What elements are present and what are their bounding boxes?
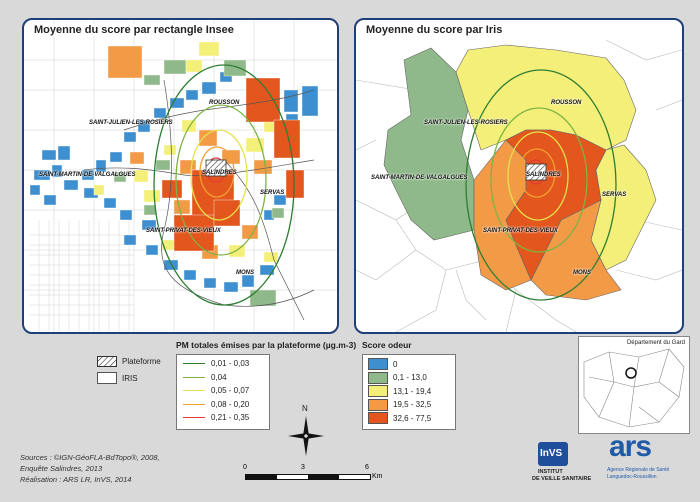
label-mons-left: MONS — [236, 270, 254, 276]
legend-pm-item: 0,21 - 0,35 — [183, 413, 249, 422]
legend-score-item: 0 — [368, 358, 397, 370]
scale-bar: 0 3 6 Km — [240, 464, 390, 486]
plateforme-swatch — [97, 356, 117, 367]
legend-score-swatch — [368, 412, 388, 424]
label-salindres-left: SALINDRES — [202, 170, 237, 176]
label-salindres-right: SALINDRES — [526, 172, 561, 178]
legend-pm-item: 0,05 - 0,07 — [183, 386, 249, 395]
sources-line3: Réalisation : ARS LR, InVS, 2014 — [20, 475, 132, 484]
legend-score-label: 32,6 - 77,5 — [393, 413, 432, 423]
scale-t0: 0 — [243, 464, 247, 471]
legend-pm-line — [183, 417, 205, 418]
legend-pm-label: 0,08 - 0,20 — [211, 399, 250, 409]
inset-location-marker — [625, 367, 637, 379]
label-servas-left: SERVAS — [260, 190, 285, 196]
legend-plateforme-label: Plateforme — [122, 357, 161, 366]
invs-logo-sub1: INSTITUT — [538, 469, 563, 475]
label-saint-julien-right: SAINT-JULIEN-LES-ROSIERS — [424, 120, 508, 126]
left-map-svg — [24, 20, 337, 332]
legend-pm-item: 0,01 - 0,03 — [183, 359, 249, 368]
legend-score-label: 13,1 - 19,4 — [393, 386, 432, 396]
scale-t2: 6 — [365, 464, 369, 471]
legend-score-item: 32,6 - 77,5 — [368, 412, 431, 424]
right-map-svg — [356, 39, 682, 332]
label-saint-martin-right: SAINT-MARTIN-DE-VALGALGUES — [371, 175, 468, 181]
legend-pm-label: 0,04 — [211, 372, 227, 382]
inset-title: Département du Gard — [626, 340, 685, 346]
legend-pm-line — [183, 363, 205, 364]
legend-iris-label: IRIS — [122, 373, 138, 383]
left-map-title: Moyenne du score par rectangle Insee — [32, 24, 236, 36]
right-map-title: Moyenne du score par Iris — [364, 24, 505, 36]
scale-unit: Km — [372, 473, 383, 480]
legend-score-item: 13,1 - 19,4 — [368, 385, 431, 397]
invs-logo-text: InVS — [540, 448, 563, 459]
legend-score-label: 0 — [393, 359, 398, 369]
legend-pm-label: 0,01 - 0,03 — [211, 359, 250, 368]
label-rousson-right: ROUSSON — [551, 100, 582, 106]
plateforme-left — [205, 159, 227, 177]
iris-swatch — [97, 372, 117, 384]
legend-score-swatch — [368, 358, 388, 370]
label-rousson-left: ROUSSON — [209, 100, 240, 106]
inset-map: Département du Gard — [578, 336, 690, 434]
invs-logo-sub2: DE VEILLE SANITAIRE — [532, 476, 592, 482]
invs-logo-box — [538, 442, 568, 466]
right-map-panel: Moyenne du score par Iris — [354, 18, 684, 334]
inset-svg — [583, 348, 685, 428]
legend-score-swatch — [368, 371, 388, 384]
legend-pm-item: 0,08 - 0,20 — [183, 400, 249, 409]
legend-pm-title: PM totales émises par la plateforme (µg.… — [176, 340, 357, 350]
legend-score-label: 19,5 - 32,5 — [393, 400, 432, 409]
legend-score-item: 0,1 - 13,0 — [368, 371, 427, 384]
plateforme-right — [525, 163, 547, 181]
iris-north — [455, 44, 637, 151]
compass-icon — [288, 416, 324, 456]
north-label: N — [302, 404, 308, 413]
legend-score-title: Score odeur — [362, 340, 412, 350]
label-saint-privat-left: SAINT-PRIVAT-DES-VIEUX — [146, 228, 221, 234]
legend-score-swatch — [368, 398, 388, 411]
label-saint-martin-left: SAINT-MARTIN-DE-VALGALGUES — [39, 172, 136, 178]
legend-score-label: 0,1 - 13,0 — [393, 373, 427, 382]
north-arrow: N — [286, 404, 326, 456]
label-saint-privat-right: SAINT-PRIVAT-DES-VIEUX — [483, 228, 558, 234]
legend-pm-line — [183, 390, 205, 391]
ars-logo: ars Agence Régionale de Santé Languedoc-… — [605, 430, 685, 490]
label-servas-right: SERVAS — [602, 192, 627, 198]
ars-logo-text: ars — [609, 430, 652, 463]
legend-pm-line — [183, 376, 205, 378]
legend-iris: IRIS — [97, 372, 138, 384]
iris-east — [590, 144, 657, 271]
legend-score-item: 19,5 - 32,5 — [368, 398, 432, 411]
legend-pm-label: 0,21 - 0,35 — [211, 413, 250, 422]
legend-pm-label: 0,05 - 0,07 — [211, 386, 250, 395]
legend-pm-item: 0,04 — [183, 373, 227, 382]
ars-logo-sub1: Agence Régionale de Santé — [607, 467, 670, 473]
sources-text: Sources : ©IGN-GéoFLA-BdTopo®, 2008, Enq… — [20, 452, 160, 485]
label-mons-right: MONS — [573, 270, 591, 276]
label-saint-julien-left: SAINT-JULIEN-LES-ROSIERS — [89, 120, 173, 126]
legend-plateforme: Plateforme — [97, 356, 161, 367]
invs-logo: InVS INSTITUT DE VEILLE SANITAIRE — [530, 440, 598, 490]
legend-pm-line — [183, 403, 205, 405]
sources-line2: Enquête Salindres, 2013 — [20, 464, 103, 473]
left-map-panel: Moyenne du score par rectangle Insee — [22, 18, 339, 334]
scale-bar-line — [245, 474, 371, 480]
legend-score-swatch — [368, 385, 388, 397]
sources-line1: Sources : ©IGN-GéoFLA-BdTopo®, 2008, — [20, 453, 160, 462]
ars-logo-sub2: Languedoc-Roussillon — [607, 474, 657, 480]
scale-t1: 3 — [301, 464, 305, 471]
